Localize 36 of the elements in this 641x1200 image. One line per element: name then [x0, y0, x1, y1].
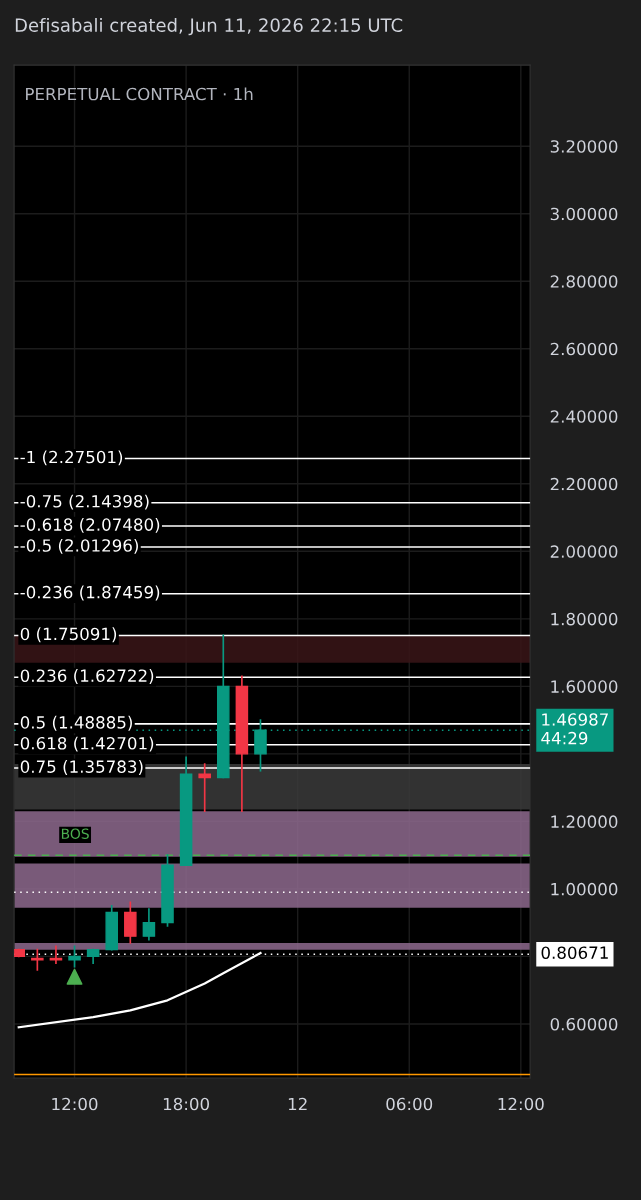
ref-line-label: 0.75 (1.35783)	[20, 760, 143, 775]
y-tick-label: 2.20000	[550, 477, 618, 491]
candlestick	[124, 901, 137, 944]
x-tick-label: 06:00	[386, 1097, 433, 1111]
y-tick-label: 1.80000	[551, 612, 618, 626]
ref-line-label: -0.236 (1.87459)	[20, 585, 160, 601]
candlestick	[198, 763, 211, 813]
ref-line-label: 0.618 (1.42701)	[20, 736, 154, 752]
x-tick-label: 12:00	[52, 1097, 98, 1111]
y-tick-label: 3.00000	[550, 207, 618, 221]
ref-line-label: 0 (1.75091)	[20, 627, 117, 643]
x-tick-label: 12:00	[498, 1097, 544, 1111]
ref-line-label: -0.75 (2.14398)	[20, 494, 149, 510]
ref-line-label: 0.5 (1.48885)	[20, 715, 132, 731]
text: PERPETUAL CONTRACT · 1h	[26, 87, 253, 101]
y-tick-label: 2.00000	[550, 545, 618, 558]
candlestick	[68, 945, 81, 968]
ref-line-label: -0.5 (2.01296)	[20, 538, 138, 554]
y-tick-label: 1.60000	[551, 680, 618, 693]
y-tick-label: 3.20000	[550, 140, 618, 153]
y-tick-label: 2.40000	[550, 410, 618, 423]
ref-line-label: BOS	[61, 828, 89, 839]
x-tick-label: 12	[288, 1097, 307, 1111]
y-tick-label: 2.80000	[550, 275, 618, 288]
y-tick-label: 2.60000	[550, 342, 618, 356]
ref-line-label: 1.46987 44:29	[541, 713, 608, 745]
ref-line-label: 0.80671	[541, 946, 608, 959]
y-tick-label: 1.20000	[551, 815, 618, 828]
candlestick	[142, 908, 156, 941]
y-tick-label: 0.60000	[550, 1017, 618, 1031]
y-tick-label: 1.00000	[551, 882, 618, 896]
text: Defisabali created, Jun 11, 2026 22:15 UTC	[15, 18, 403, 36]
ref-line-label: -0.618 (2.07480)	[20, 518, 160, 533]
ref-line-label: 0.236 (1.62722)	[20, 669, 154, 684]
x-tick-label: 18:00	[163, 1097, 210, 1111]
ref-line-label: -1 (2.27501)	[20, 450, 123, 466]
